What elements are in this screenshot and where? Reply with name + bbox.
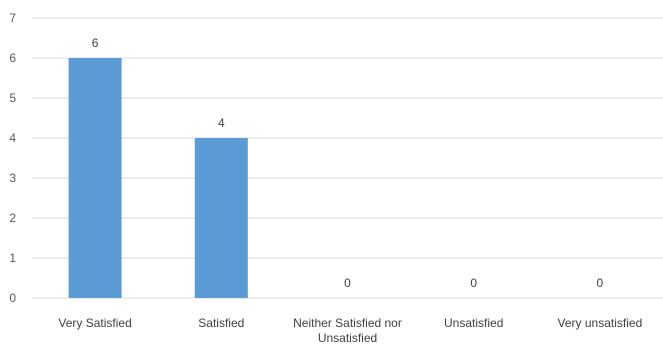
y-tick-label: 1 bbox=[9, 251, 16, 265]
y-tick-label: 2 bbox=[9, 211, 16, 225]
x-category-label: Very unsatisfied bbox=[558, 316, 643, 330]
data-label: 4 bbox=[218, 116, 225, 130]
y-tick-label: 7 bbox=[9, 11, 16, 25]
y-tick-label: 0 bbox=[9, 291, 16, 305]
bars bbox=[68, 58, 248, 298]
x-category-label: Neither Satisfied nor Unsatisfied bbox=[293, 316, 402, 345]
y-axis-ticks: 0 1 2 3 4 5 6 7 bbox=[9, 11, 16, 305]
x-axis-categories: Very Satisfied Satisfied Neither Satisfied… bbox=[58, 316, 642, 345]
y-tick-label: 5 bbox=[9, 91, 16, 105]
x-category-label: Unsatisfied bbox=[444, 316, 503, 330]
x-category-label: Very Satisfied bbox=[58, 316, 131, 330]
y-tick-label: 4 bbox=[9, 131, 16, 145]
bar bbox=[194, 138, 248, 298]
data-label: 0 bbox=[470, 276, 477, 290]
data-label: 6 bbox=[92, 36, 99, 50]
y-tick-label: 3 bbox=[9, 171, 16, 185]
gridlines bbox=[32, 17, 663, 299]
bar bbox=[68, 58, 122, 298]
y-tick-label: 6 bbox=[9, 51, 16, 65]
data-label: 0 bbox=[597, 276, 604, 290]
data-labels: 6 4 0 0 0 bbox=[92, 36, 604, 290]
x-category-label: Satisfied bbox=[198, 316, 244, 330]
data-label: 0 bbox=[344, 276, 351, 290]
